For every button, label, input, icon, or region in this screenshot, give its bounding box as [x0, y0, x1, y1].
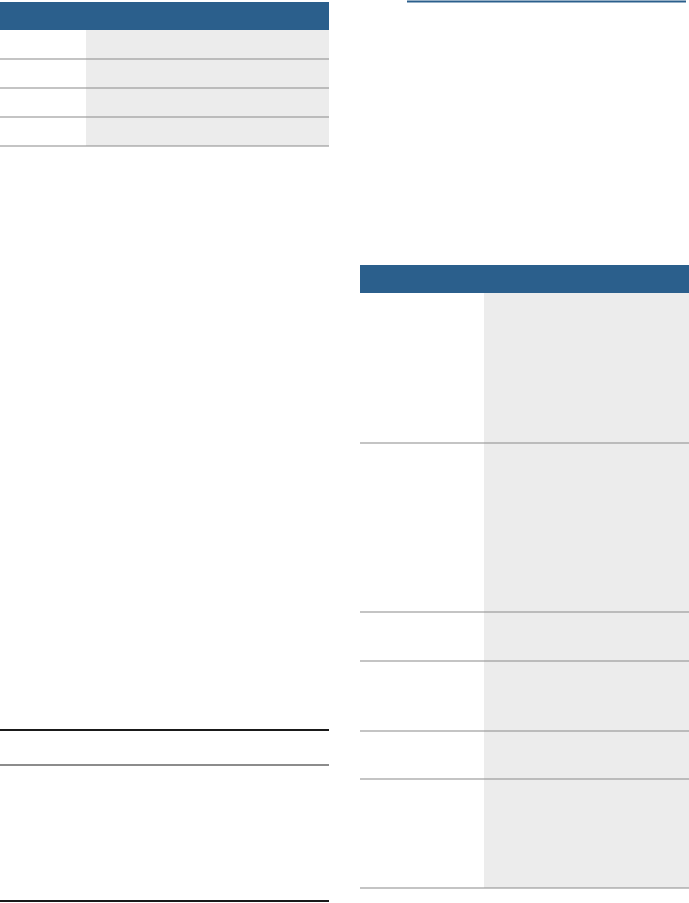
left-table: [0, 2, 329, 147]
right-table: [360, 265, 689, 889]
table-header: [360, 265, 689, 293]
left-bottom-table: [0, 729, 329, 902]
table-column-shade: [484, 293, 689, 888]
table-header: [0, 2, 329, 30]
